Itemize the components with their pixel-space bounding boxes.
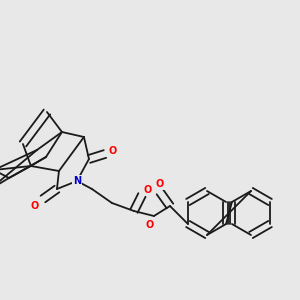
Text: O: O [109,146,117,156]
Text: O: O [146,220,154,230]
Text: N: N [73,176,81,186]
Text: O: O [144,185,152,195]
Text: O: O [156,179,164,189]
Text: O: O [31,201,39,211]
